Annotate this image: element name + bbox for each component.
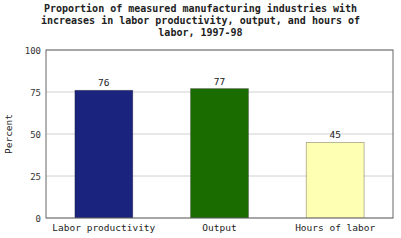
y-tick-label: 100 [25,46,41,56]
data-label: 76 [98,77,110,88]
chart-container: Proportion of measured manufacturing ind… [0,0,401,238]
y-tick-label: 75 [30,88,41,98]
x-tick-label: Labor productivity [52,222,155,233]
x-tick-label: Hours of labor [295,222,375,233]
y-tick-label: 25 [30,172,41,182]
data-label: 77 [214,76,225,87]
bar [75,90,133,218]
y-tick-label: 0 [36,214,41,224]
plot-frame [46,50,393,218]
y-axis-label: Percent [3,114,14,154]
chart: Proportion of measured manufacturing ind… [0,0,401,238]
title: Proportion of measured manufacturing ind… [41,3,360,38]
x-tick-label: Output [202,222,236,233]
bars [75,89,364,218]
y-tick-label: 50 [30,130,41,140]
bar [306,142,364,218]
data-label: 45 [329,129,340,140]
grid [46,50,393,218]
bar [191,89,249,218]
